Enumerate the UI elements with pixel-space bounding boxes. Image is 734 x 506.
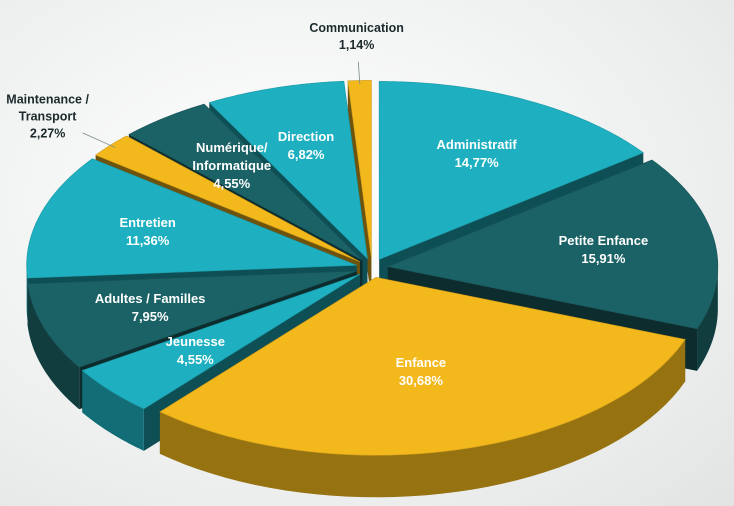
- category-label: Maintenance / Transport: [6, 92, 89, 124]
- data-label: Entretien 11,36%: [119, 214, 175, 250]
- category-label: Direction: [277, 129, 335, 145]
- data-label: Adultes / Familles 7,95%: [95, 290, 206, 326]
- slice-top: [26, 158, 357, 279]
- data-label: Administratif 14,77%: [437, 136, 517, 172]
- slice-top: [27, 270, 357, 368]
- value-label: 2,27%: [29, 126, 66, 141]
- slice-side: [27, 283, 80, 410]
- slice-top: [378, 81, 644, 260]
- slice-top: [159, 276, 686, 456]
- slice-top: [208, 80, 368, 260]
- category-label: Entretien: [119, 215, 176, 231]
- value-label: 4,55%: [176, 352, 214, 368]
- slice: [159, 276, 686, 498]
- slice-side: [26, 265, 28, 321]
- data-label: Maintenance / Transport 2,27%: [0, 91, 103, 142]
- data-label: Enfance 30,68%: [396, 354, 447, 390]
- leader-line: [82, 132, 116, 148]
- category-label: Jeunesse: [165, 334, 225, 350]
- value-label: 15,91%: [581, 250, 626, 266]
- data-label: Numérique/ Informatique 4,55%: [157, 139, 307, 193]
- data-label: Direction 6,82%: [278, 128, 334, 164]
- category-label: Adultes / Familles: [94, 291, 206, 307]
- category-label: Petite Enfance: [558, 232, 649, 248]
- category-label: Administratif: [436, 137, 517, 153]
- value-label: 4,55%: [213, 176, 251, 192]
- slice-side: [697, 266, 718, 371]
- data-label: Communication 1,14%: [309, 20, 403, 54]
- category-label: Communication: [309, 20, 404, 35]
- value-label: 30,68%: [398, 373, 443, 389]
- value-label: 11,36%: [125, 233, 170, 249]
- value-label: 1,14%: [338, 37, 375, 52]
- category-label: Enfance: [395, 355, 447, 371]
- value-label: 14,77%: [454, 155, 499, 171]
- value-label: 6,82%: [287, 147, 325, 163]
- slice-side: [82, 370, 144, 451]
- slice-top: [386, 159, 719, 330]
- data-label: Petite Enfance 15,91%: [559, 232, 649, 268]
- value-label: 7,95%: [131, 309, 169, 325]
- leader-line: [357, 61, 361, 85]
- slice-top: [128, 103, 363, 261]
- slice-side: [159, 339, 686, 498]
- data-label: Jeunesse 4,55%: [166, 333, 225, 369]
- slice-top: [81, 274, 361, 410]
- category-label: Numérique/ Informatique: [192, 140, 272, 174]
